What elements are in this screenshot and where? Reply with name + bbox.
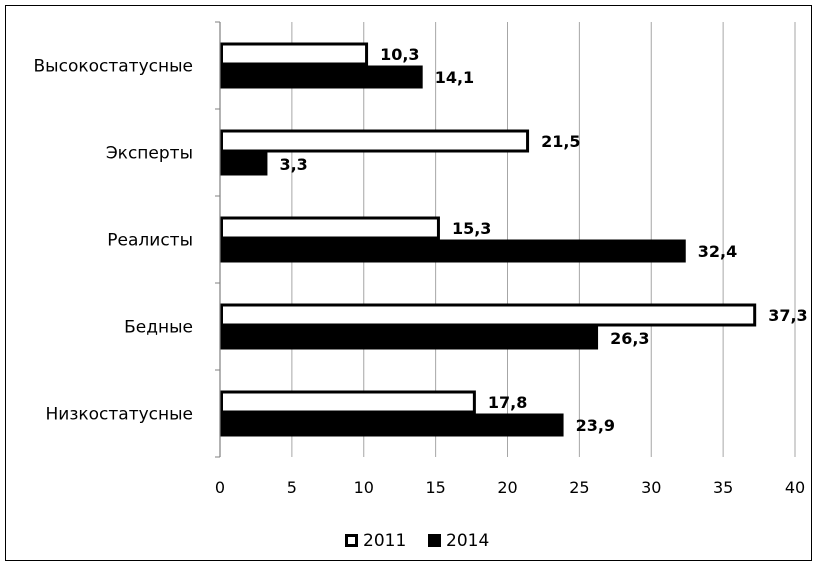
bar-2011 — [220, 390, 476, 414]
data-label: 32,4 — [698, 242, 737, 261]
category-label: Низкостатусные — [45, 405, 193, 425]
bar-2014 — [220, 65, 423, 89]
bar-2011 — [220, 129, 530, 153]
bar-2014 — [220, 239, 686, 263]
data-label: 10,3 — [380, 45, 419, 64]
bars — [220, 42, 757, 437]
data-labels: 10,3 14,1 21,5 3,3 15,3 32,4 37,3 26,3 17,8 23,9 — [279, 45, 807, 435]
x-tick-label: 10 — [354, 478, 374, 497]
x-tick-label: 40 — [785, 478, 805, 497]
x-tick-label: 20 — [497, 478, 517, 497]
data-label: 37,3 — [768, 306, 807, 325]
tick-labels: 0 5 10 15 20 25 30 35 40 — [215, 478, 805, 497]
data-label: 26,3 — [610, 329, 649, 348]
category-label: Бедные — [124, 318, 193, 338]
x-tick-label: 30 — [641, 478, 661, 497]
bar-2014 — [220, 152, 268, 176]
bar-2011 — [220, 42, 369, 66]
data-label: 17,8 — [488, 393, 527, 412]
legend-label-2011: 2011 — [363, 531, 406, 551]
data-label: 15,3 — [452, 219, 491, 238]
x-tick-label: 0 — [215, 478, 225, 497]
bar-2011 — [220, 303, 757, 327]
legend-swatch-2011 — [345, 534, 358, 547]
x-tick-label: 15 — [425, 478, 445, 497]
category-label: Реалисты — [107, 231, 193, 251]
data-label: 23,9 — [576, 416, 615, 435]
chart-frame — [5, 5, 812, 561]
category-labels: Высокостатусные Эксперты Реалисты Бедные Низ… — [34, 57, 193, 425]
axes — [215, 21, 221, 458]
data-label: 3,3 — [279, 155, 307, 174]
data-label: 14,1 — [435, 68, 474, 87]
category-label: Эксперты — [106, 144, 193, 164]
x-tick-label: 5 — [287, 478, 297, 497]
x-tick-label: 35 — [713, 478, 733, 497]
legend-swatch-2014 — [428, 534, 441, 547]
bar-2014 — [220, 326, 599, 350]
category-label: Высокостатусные — [34, 57, 193, 77]
bar-2014 — [220, 413, 564, 437]
data-label: 21,5 — [541, 132, 580, 151]
legend-label-2014: 2014 — [446, 531, 489, 551]
bar-2011 — [220, 216, 440, 240]
legend: 2011 2014 — [345, 531, 489, 551]
x-tick-label: 25 — [569, 478, 589, 497]
